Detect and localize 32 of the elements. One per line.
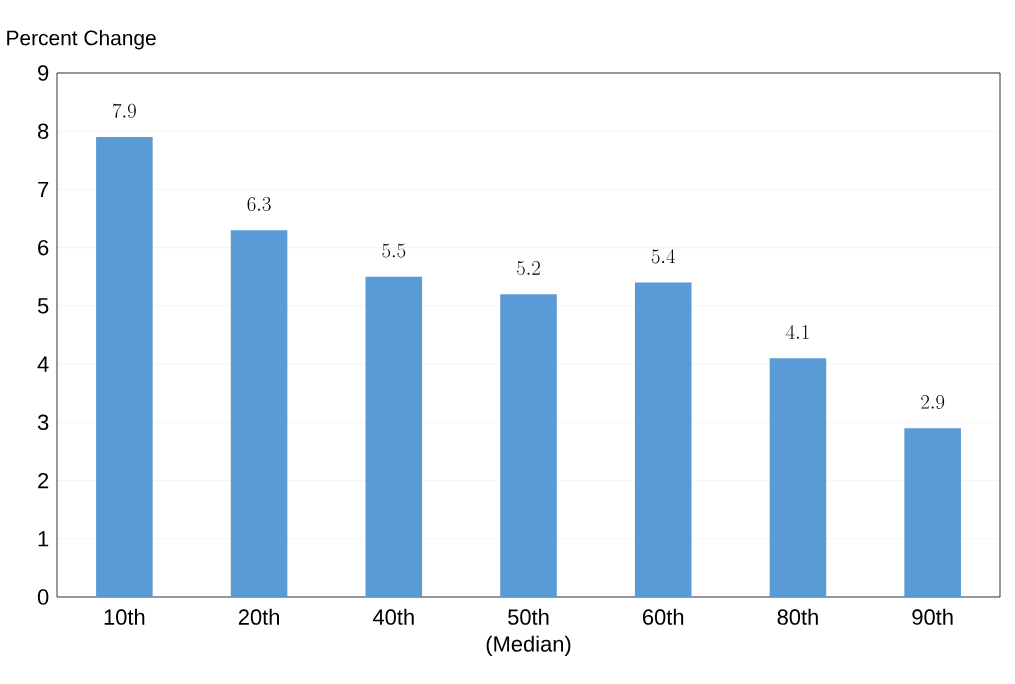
x-tick-label: 90th (912, 608, 953, 625)
bar (904, 428, 961, 597)
y-tick-label: 6 (38, 239, 49, 256)
x-tick-label: 40th (372, 608, 414, 625)
data-label: 2.9 (921, 394, 945, 409)
data-label: 5.5 (382, 243, 406, 258)
y-tick-label: 2 (38, 472, 49, 489)
y-tick-label: 9 (38, 65, 49, 81)
y-tick-label: 5 (37, 298, 49, 314)
bar (500, 294, 557, 597)
data-label: 6.3 (247, 197, 271, 211)
y-tick-label: 7 (38, 181, 49, 197)
y-tick-label: 3 (37, 414, 49, 431)
x-tick-label: 50th (Median) (486, 608, 571, 657)
bar (96, 137, 153, 597)
y-axis-title: Percent Change (7, 29, 156, 50)
x-tick-label: 10th (104, 608, 145, 625)
data-label: 5.4 (651, 249, 676, 264)
bar (230, 230, 288, 597)
y-tick-label: 1 (38, 531, 49, 547)
y-tick-label: 8 (38, 123, 49, 139)
y-tick-label: 0 (37, 589, 49, 605)
x-tick-label: 60th (643, 608, 684, 625)
x-tick-label: 80th (777, 608, 818, 625)
data-label: 7.9 (113, 103, 136, 118)
bar (769, 358, 827, 597)
data-label: 5.2 (517, 261, 540, 276)
bar (634, 282, 692, 597)
bar (365, 276, 423, 597)
data-label: 4. 1 (786, 324, 809, 339)
y-tick-label: 4 (37, 356, 49, 372)
x-tick-label: 20th (238, 608, 279, 625)
